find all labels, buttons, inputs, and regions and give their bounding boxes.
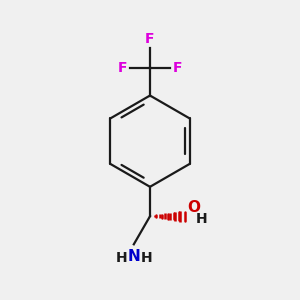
Text: O: O	[187, 200, 200, 215]
Text: F: F	[172, 61, 182, 75]
Text: F: F	[118, 61, 128, 75]
Text: F: F	[145, 32, 155, 46]
Text: H: H	[116, 251, 127, 265]
Text: N: N	[128, 249, 140, 264]
Text: H: H	[196, 212, 208, 226]
Text: H: H	[140, 251, 152, 265]
